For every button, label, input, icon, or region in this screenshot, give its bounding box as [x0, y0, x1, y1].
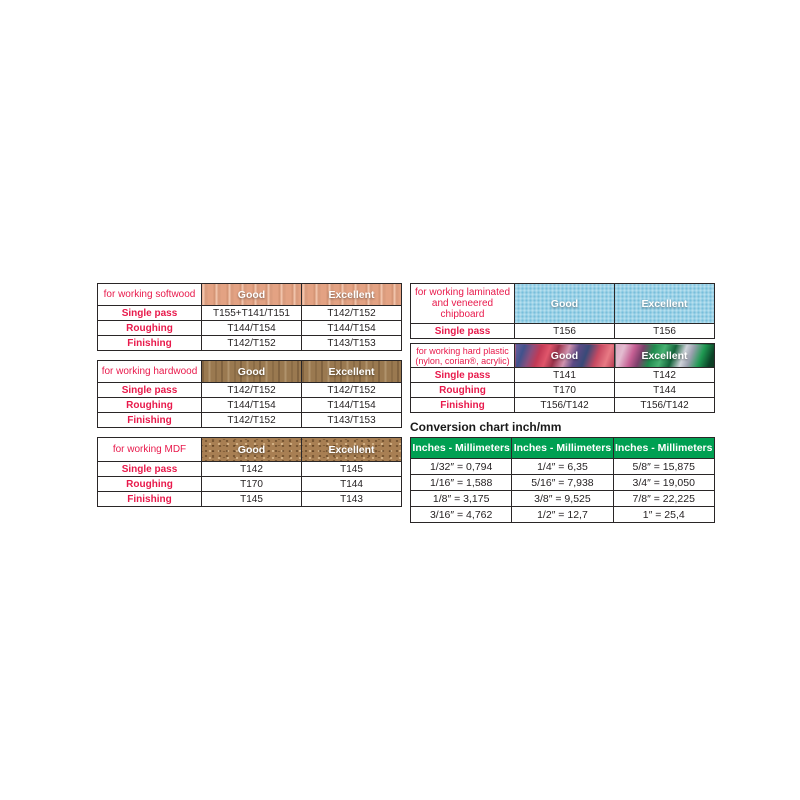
cell-excellent: T156/T142	[614, 397, 715, 413]
row-label: Finishing	[410, 397, 515, 413]
cell-good: T142/T152	[201, 335, 302, 351]
cell-excellent: T143/T153	[301, 335, 402, 351]
cell-good: T170	[514, 382, 615, 398]
cell-good: T144/T154	[201, 320, 302, 336]
cell-good: T155+T141/T151	[201, 305, 302, 321]
table-header-row: for working hard plastic (nylon, corian®…	[410, 343, 715, 368]
conversion-cell: 1/2″ = 12,7	[511, 506, 614, 523]
plastic-table-label: for working hard plastic (nylon, corian®…	[410, 343, 515, 368]
row-label: Finishing	[97, 335, 202, 351]
table-header-row: for working MDF Good Excellent	[97, 437, 402, 462]
row-label: Single pass	[410, 323, 515, 339]
cell-good: T145	[201, 491, 302, 507]
row-label: Roughing	[410, 382, 515, 398]
inches-millimeters-header: Inches - Millimeters	[612, 437, 715, 459]
conversion-cell: 5/16″ = 7,938	[511, 474, 614, 491]
table-row: 3/16″ = 4,762 1/2″ = 12,7 1″ = 25,4	[409, 506, 715, 523]
good-column-header: Good	[201, 437, 302, 462]
cell-excellent: T143/T153	[301, 412, 402, 428]
cell-good: T156/T142	[514, 397, 615, 413]
row-label: Single pass	[97, 305, 202, 321]
cell-good: T144/T154	[201, 397, 302, 413]
cell-excellent: T144/T154	[301, 320, 402, 336]
table-row: Roughing T144/T154 T144/T154	[97, 320, 402, 336]
conversion-chart-table: Inches - Millimeters Inches - Millimeter…	[409, 437, 715, 523]
row-label: Roughing	[97, 320, 202, 336]
good-column-header: Good	[514, 283, 615, 324]
conversion-cell: 1/4″ = 6,35	[511, 458, 614, 475]
table-row: Single pass T156 T156	[410, 323, 715, 339]
conversion-cell: 1″ = 25,4	[612, 506, 715, 523]
conversion-chart-title: Conversion chart inch/mm	[410, 420, 562, 434]
table-header-row: for working softwood Good Excellent	[97, 283, 402, 306]
cell-good: T142/T152	[201, 382, 302, 398]
table-row: Roughing T170 T144	[97, 476, 402, 492]
table-row: Single pass T142/T152 T142/T152	[97, 382, 402, 398]
hardwood-table-label: for working hardwood	[97, 360, 202, 383]
table-row: 1/8″ = 3,175 3/8″ = 9,525 7/8″ = 22,225	[409, 490, 715, 507]
conversion-cell: 1/8″ = 3,175	[409, 490, 513, 507]
cell-excellent: T142/T152	[301, 305, 402, 321]
conversion-cell: 3/4″ = 19,050	[612, 474, 715, 491]
conversion-cell: 1/32″ = 0,794	[409, 458, 513, 475]
cell-excellent: T143	[301, 491, 402, 507]
good-column-header: Good	[514, 343, 615, 368]
excellent-column-header: Excellent	[301, 437, 402, 462]
good-column-header: Good	[201, 283, 302, 306]
cell-good: T141	[514, 367, 615, 383]
hardwood-table: for working hardwood Good Excellent Sing…	[97, 360, 402, 428]
excellent-column-header: Excellent	[614, 343, 715, 368]
cell-excellent: T156	[614, 323, 715, 339]
cell-good: T142/T152	[201, 412, 302, 428]
conversion-cell: 3/16″ = 4,762	[409, 506, 513, 523]
table-row: Finishing T145 T143	[97, 491, 402, 507]
cell-excellent: T144	[301, 476, 402, 492]
conversion-cell: 3/8″ = 9,525	[511, 490, 614, 507]
softwood-table-label: for working softwood	[97, 283, 202, 306]
table-row: 1/32″ = 0,794 1/4″ = 6,35 5/8″ = 15,875	[409, 458, 715, 475]
conversion-cell: 7/8″ = 22,225	[612, 490, 715, 507]
excellent-column-header: Excellent	[301, 283, 402, 306]
table-row: Roughing T144/T154 T144/T154	[97, 397, 402, 413]
table-row: Finishing T142/T152 T143/T153	[97, 412, 402, 428]
row-label: Finishing	[97, 412, 202, 428]
table-row: Roughing T170 T144	[410, 382, 715, 398]
table-row: Single pass T141 T142	[410, 367, 715, 383]
row-label: Finishing	[97, 491, 202, 507]
cell-excellent: T142	[614, 367, 715, 383]
good-column-header: Good	[201, 360, 302, 383]
table-row: Finishing T142/T152 T143/T153	[97, 335, 402, 351]
softwood-table: for working softwood Good Excellent Sing…	[97, 283, 402, 351]
mdf-table-label: for working MDF	[97, 437, 202, 462]
cell-good: T156	[514, 323, 615, 339]
row-label: Single pass	[97, 461, 202, 477]
table-row: Finishing T156/T142 T156/T142	[410, 397, 715, 413]
mdf-table: for working MDF Good Excellent Single pa…	[97, 437, 402, 507]
laminated-table-label: for working laminated and veneered chipb…	[410, 283, 515, 324]
cell-excellent: T144/T154	[301, 397, 402, 413]
cell-good: T142	[201, 461, 302, 477]
inches-millimeters-header: Inches - Millimeters	[409, 437, 513, 459]
hard-plastic-table: for working hard plastic (nylon, corian®…	[410, 343, 715, 413]
laminated-chipboard-table: for working laminated and veneered chipb…	[410, 283, 715, 339]
row-label: Roughing	[97, 476, 202, 492]
cell-excellent: T144	[614, 382, 715, 398]
conversion-cell: 5/8″ = 15,875	[612, 458, 715, 475]
table-header-row: for working hardwood Good Excellent	[97, 360, 402, 383]
table-row: 1/16″ = 1,588 5/16″ = 7,938 3/4″ = 19,05…	[409, 474, 715, 491]
excellent-column-header: Excellent	[301, 360, 402, 383]
cell-excellent: T142/T152	[301, 382, 402, 398]
cell-excellent: T145	[301, 461, 402, 477]
inches-millimeters-header: Inches - Millimeters	[511, 437, 614, 459]
table-row: Single pass T155+T141/T151 T142/T152	[97, 305, 402, 321]
conversion-cell: 1/16″ = 1,588	[409, 474, 513, 491]
row-label: Single pass	[410, 367, 515, 383]
row-label: Roughing	[97, 397, 202, 413]
excellent-column-header: Excellent	[614, 283, 715, 324]
cell-good: T170	[201, 476, 302, 492]
table-header-row: Inches - Millimeters Inches - Millimeter…	[409, 437, 715, 459]
table-header-row: for working laminated and veneered chipb…	[410, 283, 715, 324]
row-label: Single pass	[97, 382, 202, 398]
table-row: Single pass T142 T145	[97, 461, 402, 477]
